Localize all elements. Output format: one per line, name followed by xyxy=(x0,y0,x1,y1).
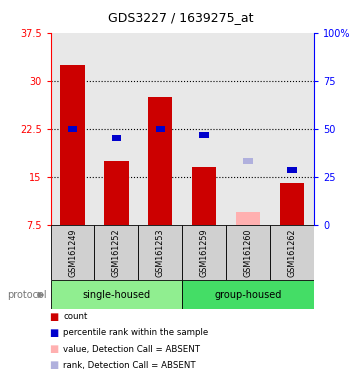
Bar xyxy=(270,225,314,280)
Bar xyxy=(192,167,216,225)
Bar xyxy=(199,132,209,138)
Text: single-housed: single-housed xyxy=(82,290,151,300)
Bar xyxy=(51,280,182,309)
Bar xyxy=(182,225,226,280)
Text: ■: ■ xyxy=(49,360,58,370)
Text: GSM161260: GSM161260 xyxy=(244,228,253,276)
Bar xyxy=(60,65,84,225)
Bar xyxy=(51,225,95,280)
Text: protocol: protocol xyxy=(7,290,47,300)
Text: group-housed: group-housed xyxy=(214,290,282,300)
Bar xyxy=(138,225,182,280)
Text: GSM161249: GSM161249 xyxy=(68,228,77,277)
Text: ■: ■ xyxy=(49,344,58,354)
Bar xyxy=(112,136,121,141)
Bar xyxy=(156,126,165,132)
Text: GSM161262: GSM161262 xyxy=(288,228,297,277)
Text: value, Detection Call = ABSENT: value, Detection Call = ABSENT xyxy=(63,344,200,354)
Bar xyxy=(280,183,304,225)
Text: ■: ■ xyxy=(49,312,58,322)
Text: rank, Detection Call = ABSENT: rank, Detection Call = ABSENT xyxy=(63,361,196,370)
Bar xyxy=(243,158,253,164)
Text: count: count xyxy=(63,312,88,321)
Text: GSM161259: GSM161259 xyxy=(200,228,209,277)
Text: GDS3227 / 1639275_at: GDS3227 / 1639275_at xyxy=(108,12,253,25)
Text: ■: ■ xyxy=(49,328,58,338)
Text: GSM161253: GSM161253 xyxy=(156,228,165,277)
Bar xyxy=(182,280,314,309)
Text: percentile rank within the sample: percentile rank within the sample xyxy=(63,328,208,338)
Text: GSM161252: GSM161252 xyxy=(112,228,121,277)
Bar xyxy=(95,225,138,280)
Bar xyxy=(287,167,297,173)
Bar xyxy=(148,97,173,225)
Bar xyxy=(104,161,129,225)
Bar xyxy=(226,225,270,280)
Bar xyxy=(236,212,260,225)
Bar xyxy=(68,126,77,132)
